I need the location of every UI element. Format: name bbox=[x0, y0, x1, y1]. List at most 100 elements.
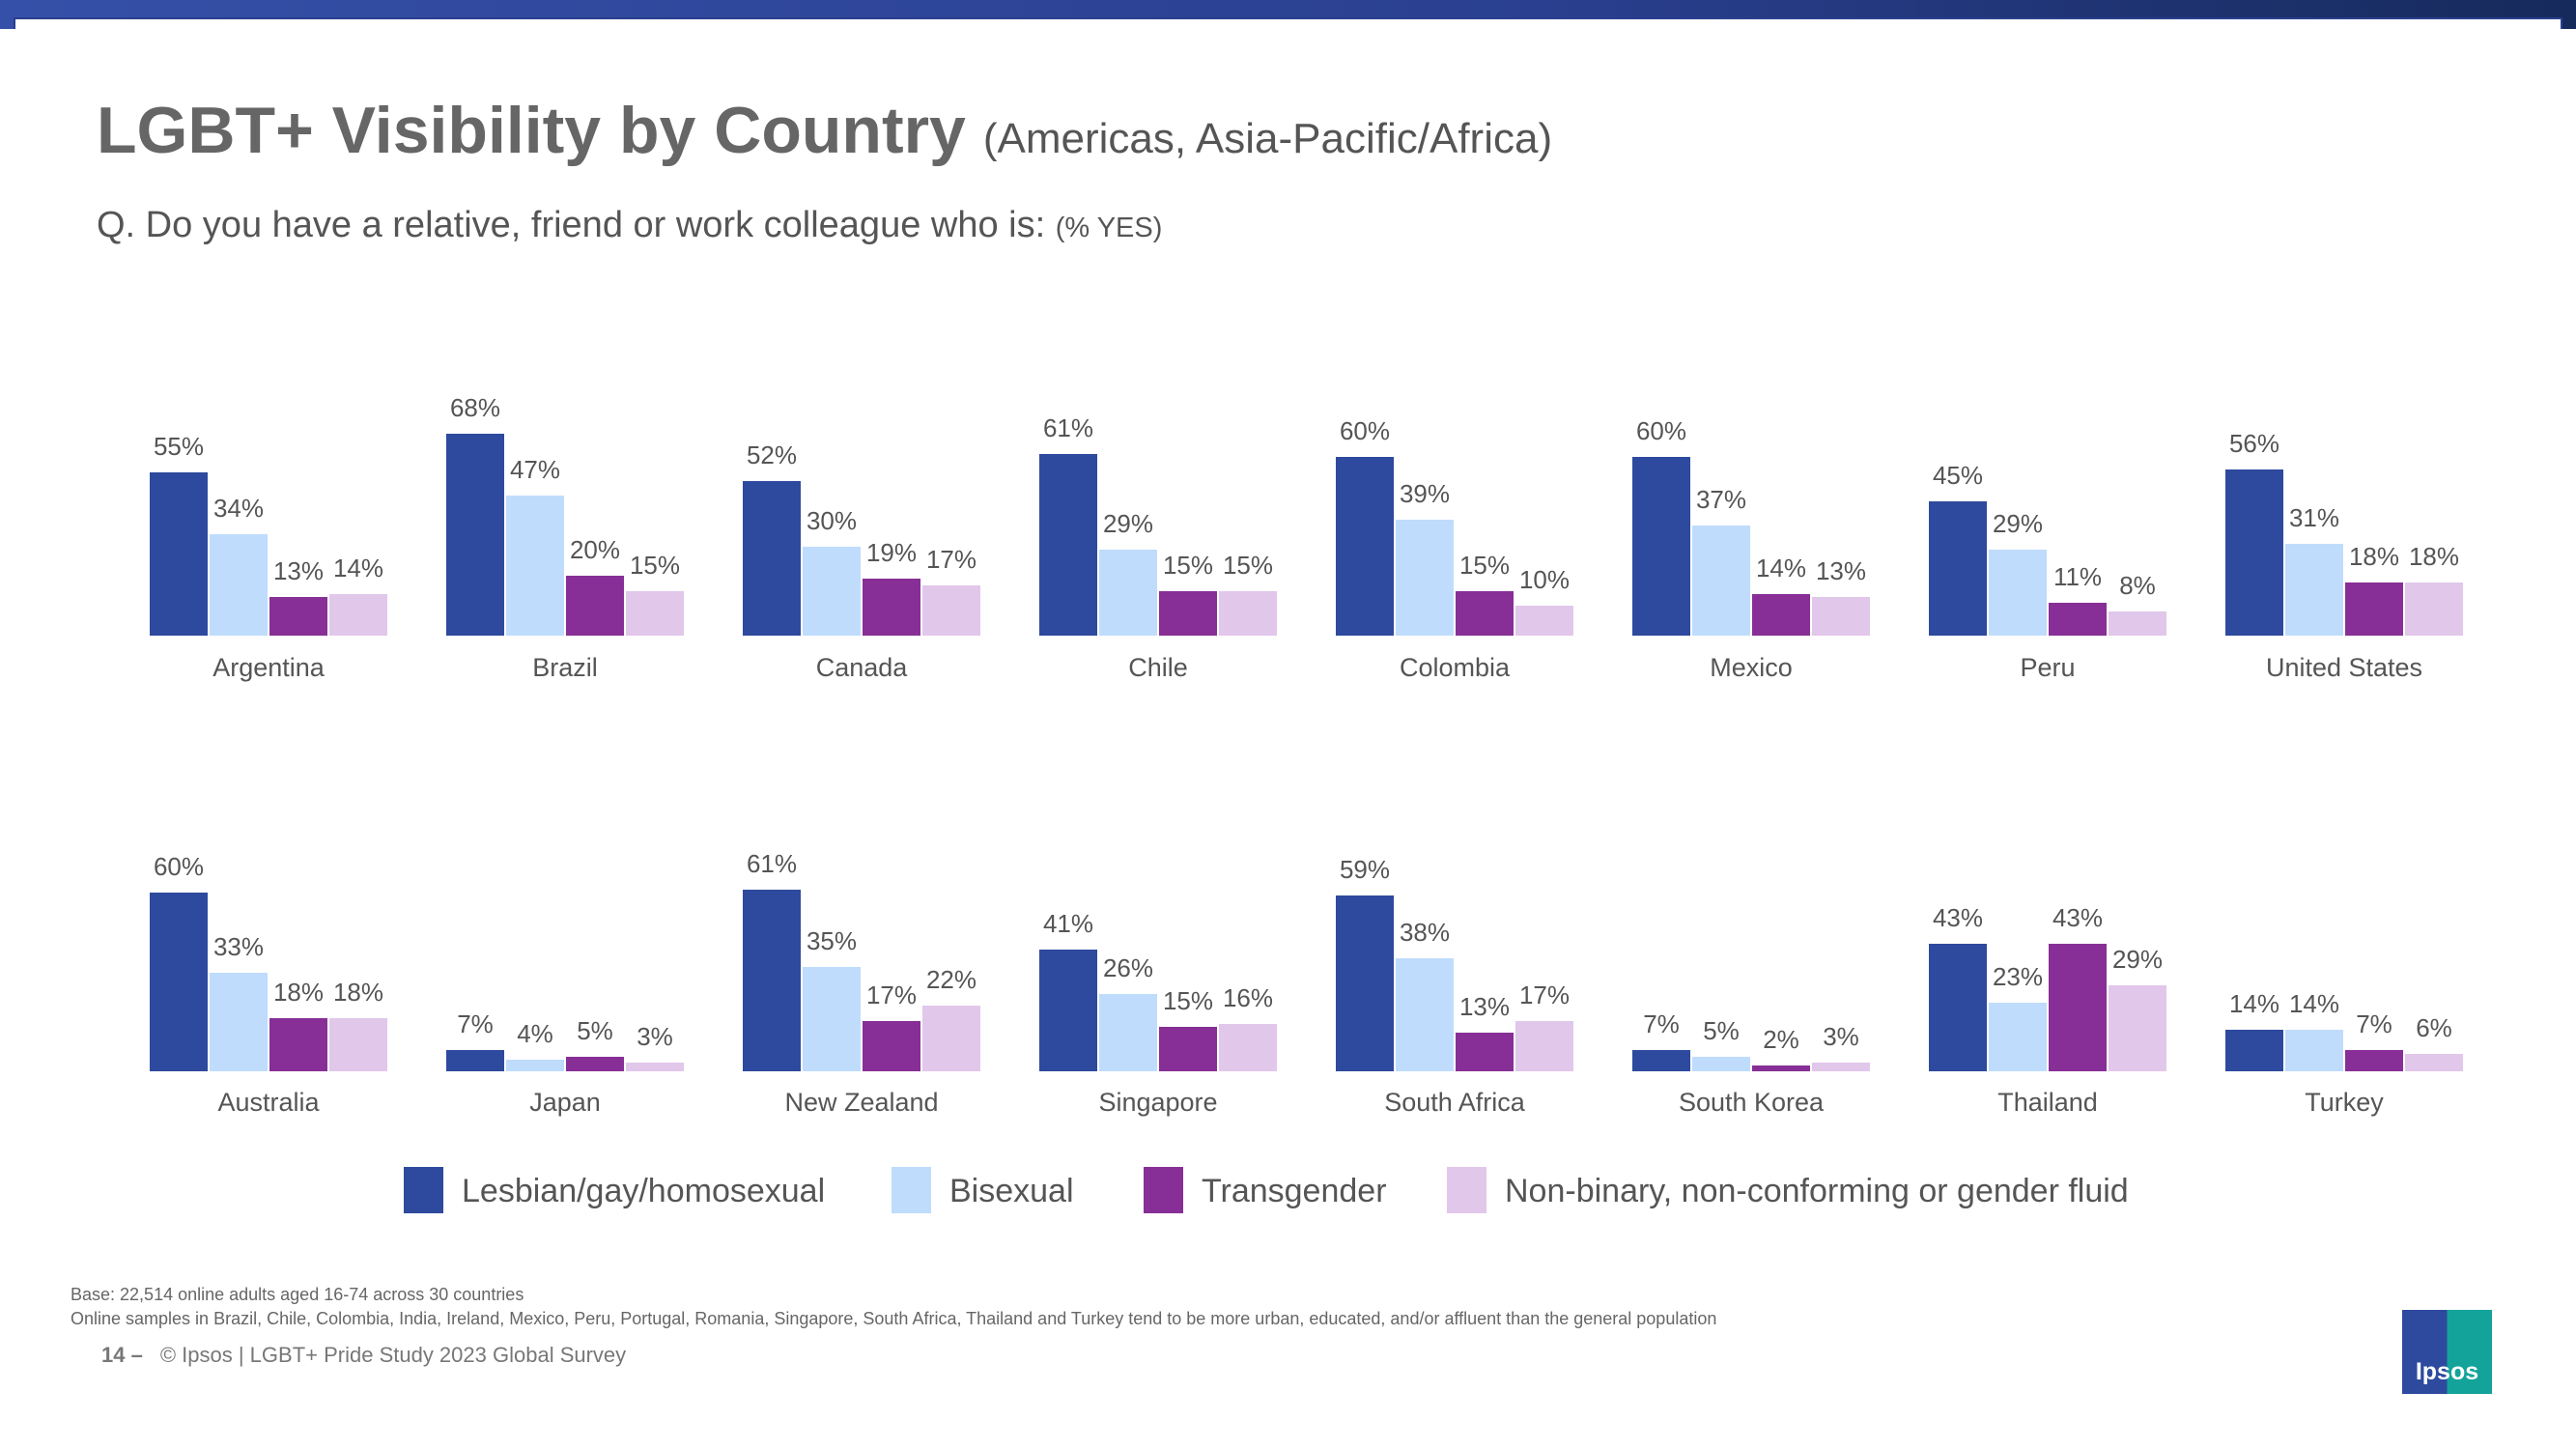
value-label: 14% bbox=[1755, 553, 1807, 582]
value-label: 37% bbox=[1695, 485, 1747, 515]
footer-note: Online samples in Brazil, Chile, Colombi… bbox=[71, 1309, 1717, 1328]
category-label: Chile bbox=[1128, 653, 1188, 682]
value-label: 56% bbox=[2228, 428, 2280, 458]
value-label: 55% bbox=[153, 431, 205, 461]
top-banner bbox=[0, 0, 2576, 29]
legend-swatch bbox=[1447, 1167, 1486, 1213]
category-label: Mexico bbox=[1710, 653, 1793, 682]
value-label: 52% bbox=[746, 440, 798, 469]
value-label: 29% bbox=[1102, 508, 1154, 538]
bar-south-korea-s1 bbox=[1692, 1056, 1750, 1071]
bar-chile-s1 bbox=[1099, 549, 1157, 636]
bar-thailand-s0 bbox=[1929, 943, 1987, 1071]
bar-canada-s2 bbox=[863, 579, 920, 636]
category-label: Argentina bbox=[212, 653, 325, 682]
value-label: 17% bbox=[865, 980, 918, 1009]
value-label: 6% bbox=[2416, 1012, 2452, 1042]
value-label: 15% bbox=[1458, 550, 1511, 580]
page-number: 14 – bbox=[101, 1343, 143, 1367]
bar-thailand-s3 bbox=[2109, 984, 2166, 1071]
bar-turkey-s1 bbox=[2285, 1029, 2343, 1071]
bar-south-korea-s2 bbox=[1752, 1065, 1810, 1071]
value-label: 13% bbox=[272, 555, 325, 585]
bar-australia-s1 bbox=[210, 973, 268, 1071]
value-label: 41% bbox=[1042, 908, 1094, 938]
bar-australia-s0 bbox=[150, 893, 208, 1071]
category-label: Canada bbox=[815, 653, 908, 682]
bar-turkey-s2 bbox=[2345, 1050, 2403, 1071]
bar-colombia-s0 bbox=[1336, 457, 1394, 636]
value-label: 45% bbox=[1932, 461, 1984, 491]
question-unit: (% YES) bbox=[1055, 213, 1163, 243]
bar-canada-s3 bbox=[922, 584, 980, 636]
bar-new-zealand-s2 bbox=[863, 1020, 920, 1071]
value-label: 3% bbox=[637, 1021, 673, 1051]
title-main: LGBT+ Visibility by Country bbox=[97, 94, 966, 167]
bar-mexico-s2 bbox=[1752, 593, 1810, 636]
logo-text: Ipsos bbox=[2415, 1358, 2479, 1385]
value-label: 61% bbox=[746, 849, 798, 879]
value-label: 31% bbox=[2288, 502, 2340, 532]
bar-chile-s3 bbox=[1219, 590, 1277, 636]
bar-argentina-s2 bbox=[269, 596, 327, 636]
bar-thailand-s2 bbox=[2049, 943, 2107, 1071]
bar-singapore-s2 bbox=[1159, 1026, 1217, 1071]
category-label: South Africa bbox=[1384, 1088, 1525, 1117]
value-label: 61% bbox=[1042, 413, 1094, 443]
category-label: Singapore bbox=[1098, 1088, 1218, 1117]
top-banner-frame bbox=[14, 17, 2562, 29]
value-label: 13% bbox=[1815, 555, 1867, 585]
value-label: 60% bbox=[1635, 416, 1687, 446]
bar-south-africa-s0 bbox=[1336, 895, 1394, 1071]
value-label: 2% bbox=[1763, 1024, 1799, 1054]
value-label: 26% bbox=[1102, 952, 1154, 982]
ipsos-logo: Ipsos bbox=[2402, 1310, 2492, 1394]
category-label: Brazil bbox=[532, 653, 598, 682]
category-label: South Korea bbox=[1678, 1088, 1825, 1117]
value-label: 7% bbox=[2356, 1009, 2392, 1039]
value-label: 15% bbox=[1162, 985, 1214, 1015]
bar-peru-s2 bbox=[2049, 603, 2107, 636]
value-label: 47% bbox=[509, 455, 561, 485]
bar-south-africa-s3 bbox=[1515, 1020, 1573, 1071]
bar-turkey-s3 bbox=[2405, 1053, 2463, 1071]
value-label: 39% bbox=[1399, 478, 1451, 508]
value-label: 13% bbox=[1458, 991, 1511, 1021]
bar-japan-s1 bbox=[506, 1059, 564, 1071]
value-label: 23% bbox=[1992, 962, 2044, 992]
bar-argentina-s1 bbox=[210, 534, 268, 636]
category-label: Australia bbox=[217, 1088, 320, 1117]
value-label: 15% bbox=[1222, 550, 1274, 580]
bar-brazil-s3 bbox=[626, 590, 684, 636]
bar-peru-s1 bbox=[1989, 549, 2047, 636]
bar-thailand-s1 bbox=[1989, 1003, 2047, 1071]
bar-brazil-s0 bbox=[446, 433, 504, 636]
title-subtitle: (Americas, Asia-Pacific/Africa) bbox=[982, 115, 1553, 162]
value-label: 43% bbox=[1932, 902, 1984, 932]
value-label: 14% bbox=[2288, 988, 2340, 1018]
value-label: 22% bbox=[925, 965, 977, 995]
category-label: New Zealand bbox=[784, 1088, 939, 1117]
value-label: 33% bbox=[212, 932, 265, 962]
value-label: 15% bbox=[1162, 550, 1214, 580]
category-label: Japan bbox=[529, 1088, 601, 1117]
value-label: 34% bbox=[212, 494, 265, 524]
value-label: 8% bbox=[2119, 571, 2156, 601]
category-label: United States bbox=[2265, 653, 2423, 682]
value-label: 4% bbox=[517, 1018, 553, 1048]
value-label: 16% bbox=[1222, 982, 1274, 1012]
bar-canada-s0 bbox=[743, 480, 801, 636]
category-label: Turkey bbox=[2305, 1088, 2384, 1117]
value-label: 59% bbox=[1339, 855, 1391, 885]
value-label: 14% bbox=[2228, 988, 2280, 1018]
value-label: 7% bbox=[1643, 1009, 1680, 1039]
bar-united-states-s2 bbox=[2345, 582, 2403, 636]
value-label: 18% bbox=[2408, 541, 2460, 571]
bar-colombia-s2 bbox=[1456, 590, 1514, 636]
bar-south-africa-s1 bbox=[1396, 957, 1454, 1071]
bar-south-korea-s0 bbox=[1632, 1050, 1690, 1071]
value-label: 7% bbox=[457, 1009, 494, 1039]
value-label: 29% bbox=[1992, 508, 2044, 538]
legend-swatch bbox=[892, 1167, 931, 1213]
bar-united-states-s3 bbox=[2405, 582, 2463, 636]
